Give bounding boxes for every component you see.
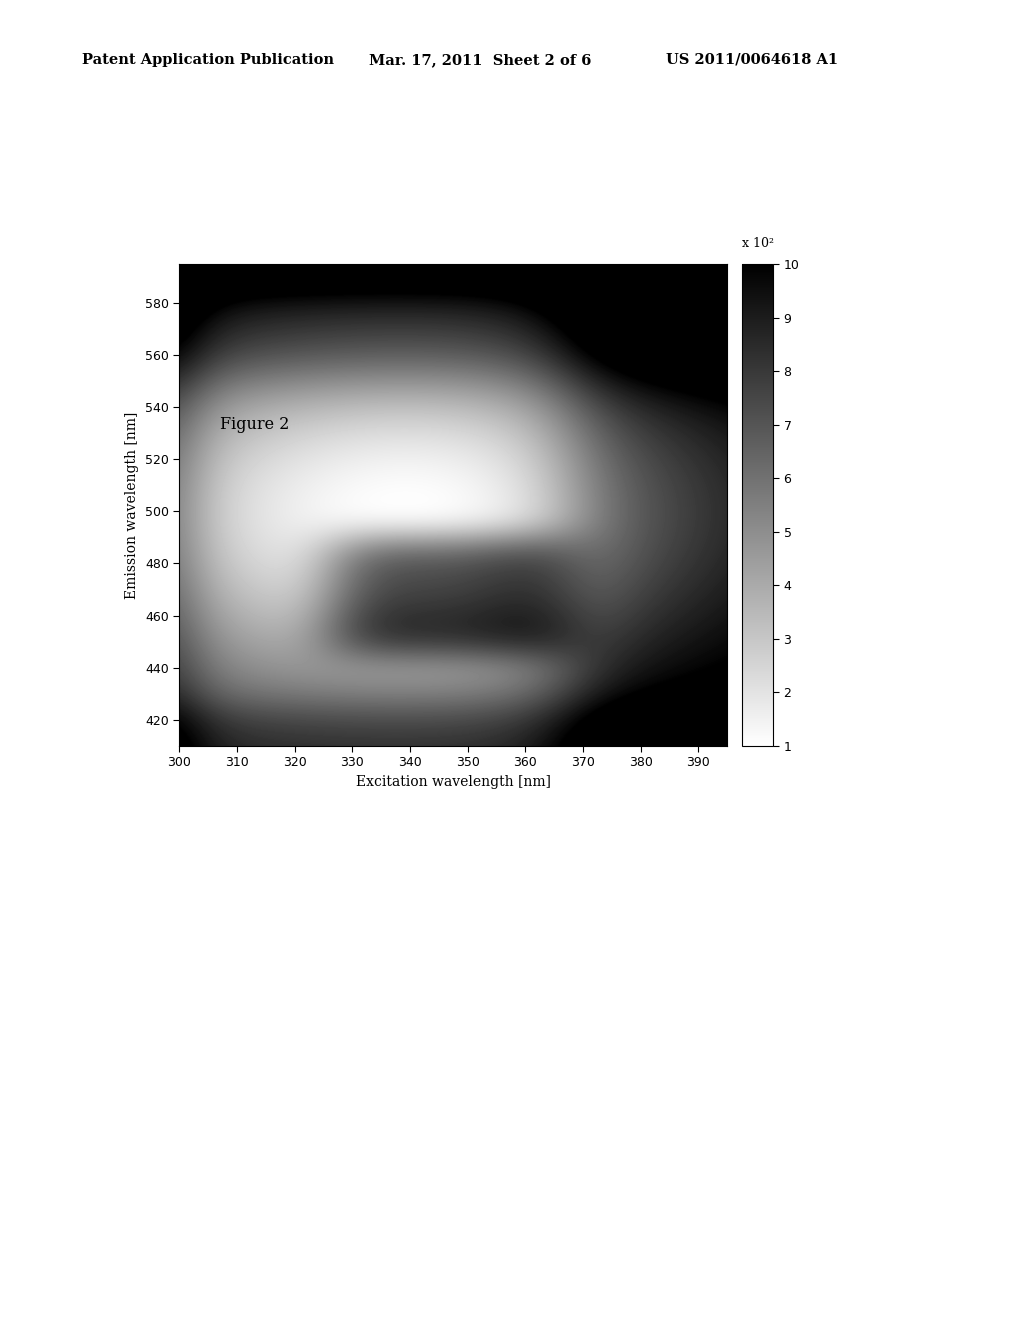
Text: US 2011/0064618 A1: US 2011/0064618 A1: [666, 53, 838, 67]
Text: x 10²: x 10²: [742, 236, 774, 249]
Text: Figure 2: Figure 2: [220, 416, 290, 433]
X-axis label: Excitation wavelength [nm]: Excitation wavelength [nm]: [355, 775, 551, 789]
Text: Mar. 17, 2011  Sheet 2 of 6: Mar. 17, 2011 Sheet 2 of 6: [369, 53, 591, 67]
Y-axis label: Emission wavelength [nm]: Emission wavelength [nm]: [125, 412, 139, 598]
Text: Patent Application Publication: Patent Application Publication: [82, 53, 334, 67]
